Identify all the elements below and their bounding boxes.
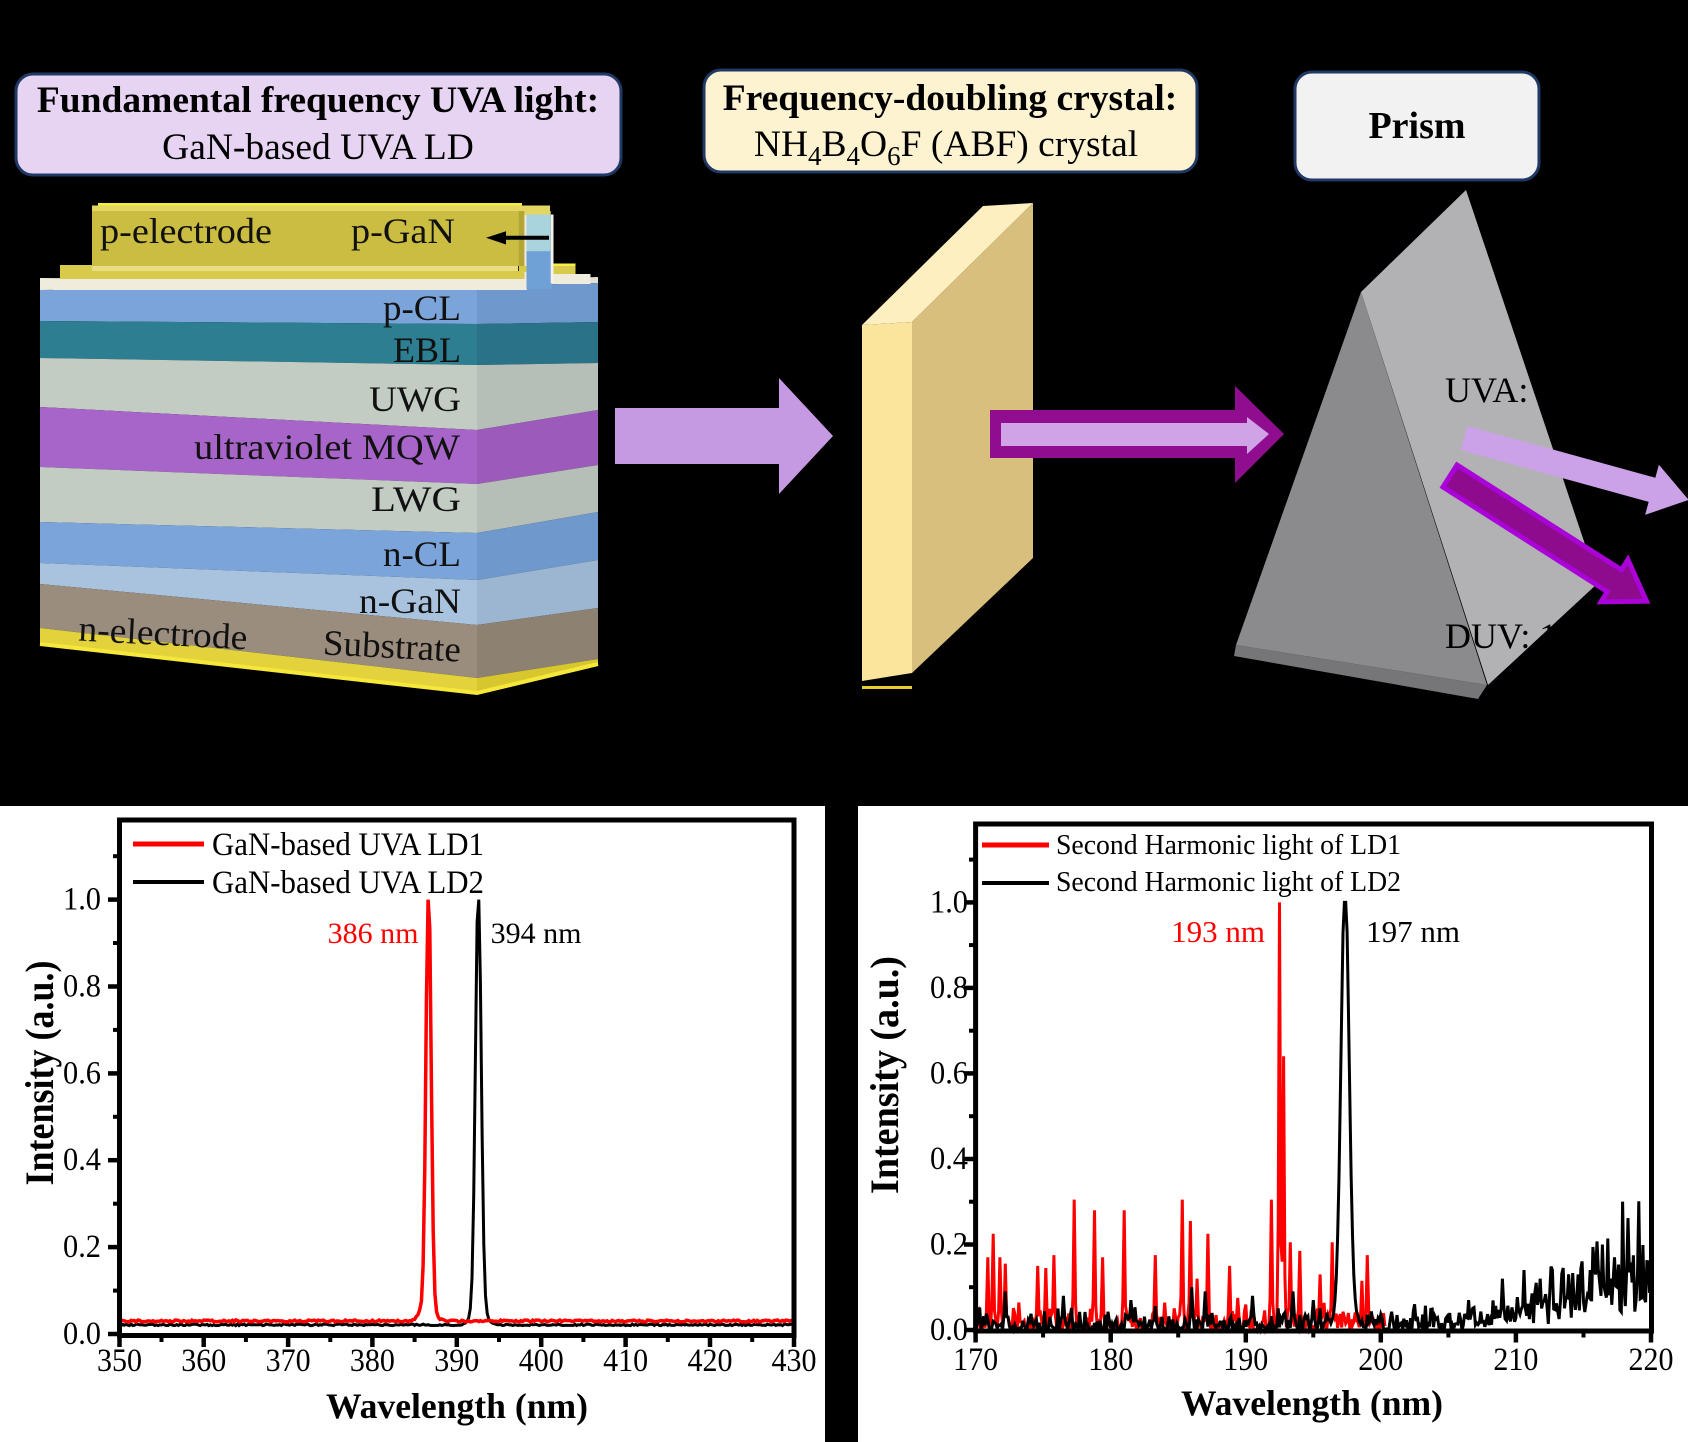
svg-text:ultraviolet MQW: ultraviolet MQW bbox=[194, 427, 460, 467]
svg-text:Fundamental frequency UVA ligh: Fundamental frequency UVA light: bbox=[37, 80, 599, 121]
svg-text:EBL: EBL bbox=[393, 330, 461, 370]
svg-text:Wavelength (nm): Wavelength (nm) bbox=[1181, 1383, 1443, 1423]
svg-text:Second Harmonic light of LD2: Second Harmonic light of LD2 bbox=[1056, 867, 1401, 898]
svg-text:0.2: 0.2 bbox=[63, 1229, 101, 1265]
svg-text:p-electrode: p-electrode bbox=[100, 211, 272, 251]
svg-text:400: 400 bbox=[519, 1343, 564, 1379]
svg-text:0.2: 0.2 bbox=[930, 1227, 968, 1263]
svg-text:0.0: 0.0 bbox=[63, 1316, 101, 1352]
svg-text:0.4: 0.4 bbox=[63, 1142, 101, 1178]
svg-text:190: 190 bbox=[1223, 1342, 1268, 1378]
svg-text:GaN-based UVA LD2: GaN-based UVA LD2 bbox=[212, 865, 484, 901]
svg-text:Second Harmonic light of LD1: Second Harmonic light of LD1 bbox=[1056, 830, 1401, 861]
svg-text:LWG: LWG bbox=[371, 479, 461, 519]
svg-text:180: 180 bbox=[1088, 1342, 1133, 1378]
svg-text:Frequency-doubling crystal:: Frequency-doubling crystal: bbox=[723, 78, 1178, 119]
svg-text:GaN-based UVA LD1: GaN-based UVA LD1 bbox=[212, 827, 484, 863]
svg-text:UWG: UWG bbox=[369, 379, 461, 419]
svg-text:360: 360 bbox=[181, 1343, 226, 1379]
svg-text:220: 220 bbox=[1629, 1342, 1674, 1378]
svg-text:0.0: 0.0 bbox=[930, 1312, 968, 1348]
svg-text:170: 170 bbox=[953, 1342, 998, 1378]
svg-text:370: 370 bbox=[266, 1343, 311, 1379]
svg-text:GaN-based UVA LD: GaN-based UVA LD bbox=[162, 127, 474, 168]
svg-text:1.0: 1.0 bbox=[930, 884, 968, 920]
svg-text:0.6: 0.6 bbox=[63, 1055, 101, 1091]
svg-text:p-GaN: p-GaN bbox=[351, 211, 455, 251]
svg-text:0.8: 0.8 bbox=[63, 969, 101, 1005]
svg-text:0.6: 0.6 bbox=[930, 1055, 968, 1091]
svg-text:380: 380 bbox=[350, 1343, 395, 1379]
svg-text:394 nm: 394 nm bbox=[491, 917, 582, 950]
svg-text:p-CL: p-CL bbox=[383, 288, 461, 328]
svg-text:210: 210 bbox=[1493, 1342, 1538, 1378]
svg-text:200: 200 bbox=[1358, 1342, 1403, 1378]
svg-text:390: 390 bbox=[434, 1343, 479, 1379]
svg-text:0.4: 0.4 bbox=[930, 1141, 968, 1177]
svg-text:UVA: 386/394 nm: UVA: 386/394 nm bbox=[1445, 370, 1688, 410]
svg-text:410: 410 bbox=[603, 1343, 648, 1379]
svg-text:Substrate: Substrate bbox=[322, 622, 462, 669]
svg-text:Prism: Prism bbox=[1368, 105, 1465, 147]
svg-text:n-GaN: n-GaN bbox=[359, 581, 461, 621]
svg-text:430: 430 bbox=[772, 1343, 817, 1379]
svg-text:386 nm: 386 nm bbox=[328, 917, 419, 950]
svg-text:350: 350 bbox=[97, 1343, 142, 1379]
svg-text:n-electrode: n-electrode bbox=[78, 609, 249, 658]
svg-text:193 nm: 193 nm bbox=[1171, 914, 1265, 949]
svg-text:Intensity (a.u.): Intensity (a.u.) bbox=[862, 956, 907, 1194]
svg-text:420: 420 bbox=[688, 1343, 733, 1379]
svg-text:197 nm: 197 nm bbox=[1366, 914, 1460, 949]
svg-text:Intensity (a.u.): Intensity (a.u.) bbox=[17, 961, 62, 1186]
svg-text:Wavelength (nm): Wavelength (nm) bbox=[326, 1386, 588, 1426]
svg-text:DUV: 193/197 nm: DUV: 193/197 nm bbox=[1445, 616, 1688, 656]
svg-text:NH4B4O6F (ABF) crystal: NH4B4O6F (ABF) crystal bbox=[754, 124, 1138, 171]
svg-text:1.0: 1.0 bbox=[63, 882, 101, 918]
svg-text:n-CL: n-CL bbox=[383, 534, 461, 574]
svg-text:0.8: 0.8 bbox=[930, 970, 968, 1006]
